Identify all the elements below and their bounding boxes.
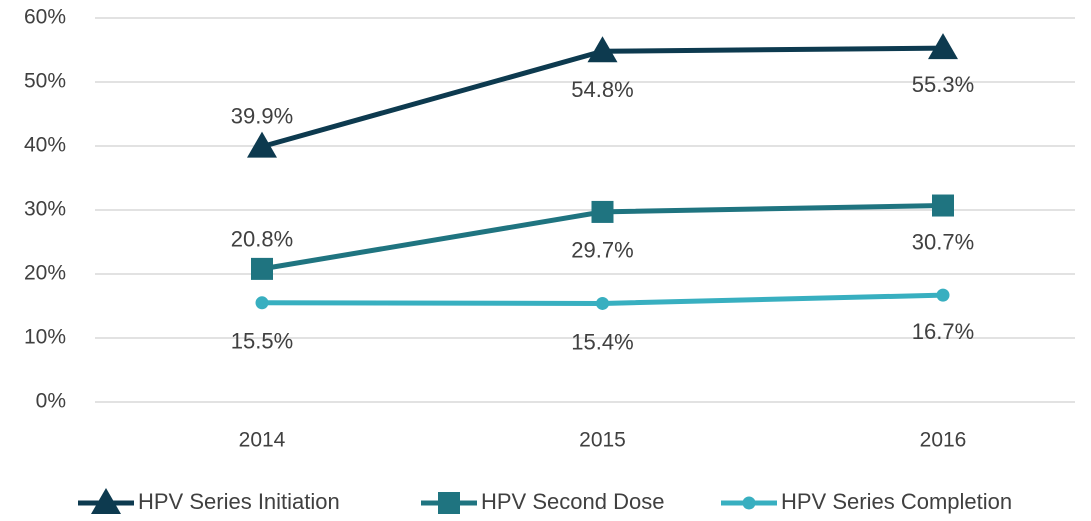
legend-label: HPV Series Completion (781, 489, 1012, 514)
legend-label: HPV Series Initiation (138, 489, 340, 514)
data-point (928, 33, 958, 60)
data-label: 54.8% (571, 77, 633, 102)
data-label: 20.8% (231, 227, 293, 252)
legend-marker (91, 488, 121, 514)
data-point (596, 296, 609, 310)
y-tick-label: 20% (24, 262, 66, 285)
data-label: 30.7% (912, 229, 974, 254)
legend-marker (438, 492, 460, 514)
data-label: 55.3% (912, 72, 974, 97)
data-point (591, 200, 614, 223)
y-tick-label: 10% (24, 326, 66, 349)
y-tick-label: 40% (24, 134, 66, 157)
data-label: 15.5% (231, 329, 293, 354)
data-label: 15.4% (571, 329, 633, 354)
x-tick-label: 2014 (239, 429, 286, 452)
data-point (251, 257, 273, 280)
x-tick-label: 2015 (579, 429, 626, 452)
data-label: 29.7% (571, 238, 633, 263)
data-label: 16.7% (912, 319, 974, 344)
data-label: 39.9% (231, 103, 293, 128)
y-tick-label: 60% (24, 6, 66, 29)
legend-marker (742, 496, 756, 510)
x-tick-label: 2016 (920, 429, 967, 452)
y-tick-label: 50% (24, 70, 66, 93)
y-tick-label: 0% (36, 390, 66, 413)
data-point (247, 131, 277, 158)
y-tick-label: 30% (24, 198, 66, 221)
legend-label: HPV Second Dose (481, 489, 664, 514)
data-point (587, 36, 618, 63)
data-point (932, 194, 954, 217)
data-point (936, 288, 950, 302)
data-point (255, 296, 269, 310)
